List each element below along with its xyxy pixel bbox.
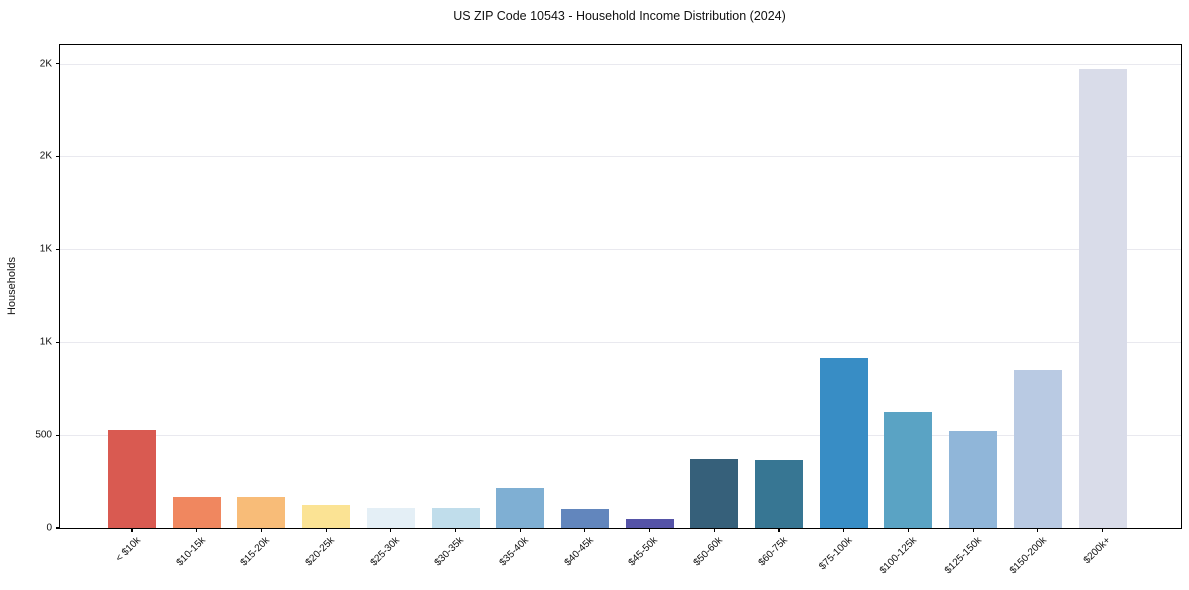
x-axis-tick [713,528,715,532]
chart-title: US ZIP Code 10543 - Household Income Dis… [453,9,786,23]
x-axis-tick [843,528,845,532]
bar [690,459,739,528]
bar [755,460,803,528]
x-tick-label-text: $75-100k [817,535,855,573]
x-tick-label-text: $100-125k [877,535,920,577]
x-axis-tick [260,528,262,532]
gridline [60,156,1181,158]
x-tick-label-text: $25-30k [368,535,402,569]
gridline [60,63,1181,65]
x-axis-tick [778,528,780,532]
bar [949,431,998,528]
x-tick-label-text: $40-45k [562,535,596,569]
x-tick-label-text: $35-40k [497,535,531,569]
bar [625,519,674,528]
bar [884,412,933,528]
plot-area: 0 500 1K 1K 2K 2K < $10k $10-15k $15-20k $20-25k $… [35,44,1182,576]
x-tick-label-text: $45-50k [627,535,661,569]
x-axis-tick [649,528,651,532]
y-axis-tick [56,62,60,65]
bar [496,488,545,528]
x-tick-label-text: < $10k [113,535,143,565]
x-tick-label-text: $200k+ [1082,535,1114,567]
bar [366,507,415,528]
bar [108,429,156,528]
gridline [60,435,1181,437]
x-axis-tick [907,528,909,532]
bar [302,504,351,528]
y-axis-tick [56,155,60,158]
x-axis-tick [390,528,392,532]
y-tick-label: 0 [46,522,52,534]
x-axis-tick [325,528,327,532]
bar [819,358,868,528]
x-tick-label-text: $150-200k [1007,535,1049,577]
y-tick-label: 1K [39,243,52,255]
bar [172,496,221,528]
x-axis-tick [454,528,457,532]
y-axis-label: Households [6,256,18,316]
bar [431,508,480,528]
bar [1078,68,1127,528]
x-axis-tick [584,528,586,532]
y-tick-label: 2K [39,58,52,70]
gridline [60,249,1181,251]
x-axis-tick [196,528,198,532]
x-tick-label-text: $30-35k [432,535,467,569]
x-tick-label-text: $60-75k [756,535,790,569]
bar [1013,370,1062,528]
x-axis-tick [519,528,521,532]
x-axis-tick [1037,528,1039,532]
bar [560,509,609,528]
y-tick-label: 500 [35,429,52,441]
y-axis-tick [56,341,60,343]
x-tick-label-text: $15-20k [238,535,273,569]
y-axis-tick [56,248,60,250]
y-axis-tick [56,434,60,436]
y-tick-label: 1K [39,336,52,348]
x-tick-label-text: $20-25k [303,535,337,569]
x-tick-label-text: $50-60k [691,535,726,569]
y-tick-label: 2K [39,150,52,162]
x-tick-label-text: $125-150k [942,535,984,577]
y-axis-tick [56,527,60,529]
bar [237,497,286,528]
x-tick-label-text: $10-15k [174,535,208,569]
x-axis-tick [972,528,974,532]
gridline [60,342,1181,344]
x-axis-tick [1101,528,1104,532]
x-axis-tick [131,528,133,532]
